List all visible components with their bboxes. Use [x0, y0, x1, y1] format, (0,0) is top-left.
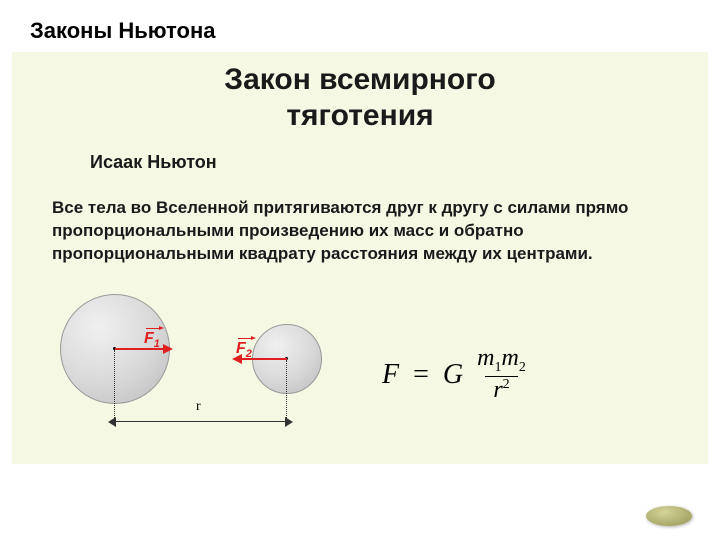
author-name: Исаак Ньютон [90, 152, 668, 173]
content-panel: Закон всемирного тяготения Исаак Ньютон … [12, 52, 708, 464]
vector-mark-f2 [238, 338, 252, 339]
vector-mark-f1 [146, 328, 160, 329]
page-header: Законы Ньютона [0, 0, 720, 52]
formula-fraction: m1m2 r2 [473, 346, 530, 404]
distance-label: r [196, 399, 201, 415]
force-label-f1: F1 [144, 330, 160, 350]
formula-numerator: m1m2 [473, 346, 530, 376]
drop-line-2 [286, 360, 287, 422]
force-label-f2: F2 [236, 340, 252, 360]
law-description: Все тела во Вселенной притягиваются друг… [52, 197, 668, 266]
gravity-diagram: F1 F2 r [52, 294, 332, 444]
title-line-1: Закон всемирного [224, 63, 495, 96]
gravity-formula: F = G m1m2 r2 [382, 346, 530, 404]
nav-button[interactable] [646, 506, 692, 526]
diagram-and-formula-row: F1 F2 r F = G m1m2 r2 [52, 294, 668, 444]
formula-coef: G [443, 359, 463, 391]
title-line-2: тяготения [286, 99, 433, 132]
distance-bar [115, 421, 286, 423]
formula-denominator: r2 [485, 376, 517, 403]
formula-eq: = [413, 359, 429, 391]
main-title: Закон всемирного тяготения [52, 62, 668, 134]
formula-lhs: F [382, 359, 399, 391]
drop-line-1 [114, 350, 115, 422]
